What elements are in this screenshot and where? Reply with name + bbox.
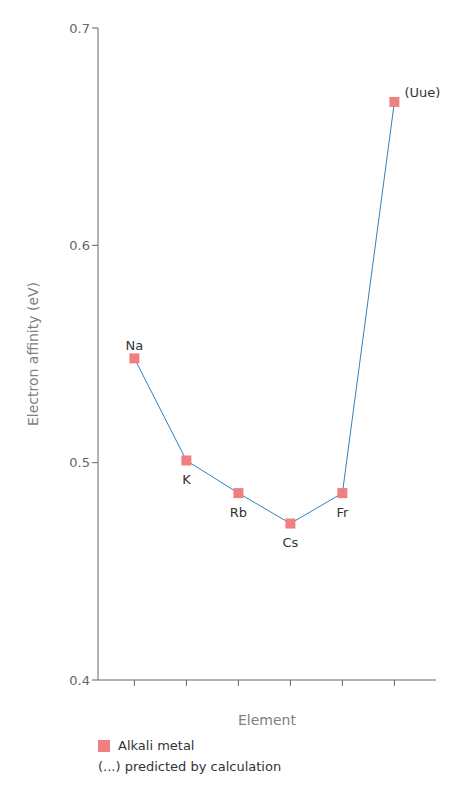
svg-text:0.5: 0.5 <box>69 455 90 470</box>
html-text:(...) predicted by calculation: (...) predicted by calculation <box>98 759 282 774</box>
svg-text:Element: Element <box>238 712 296 728</box>
svg-text:K: K <box>182 472 191 487</box>
svg-text:0.6: 0.6 <box>69 238 90 253</box>
svg-text:(Uue): (Uue) <box>404 85 440 100</box>
svg-text:Fr: Fr <box>336 505 349 520</box>
svg-text:Cs: Cs <box>282 535 298 550</box>
svg-text:Electron affinity (eV): Electron affinity (eV) <box>25 282 41 426</box>
svg-text:0.7: 0.7 <box>69 21 90 36</box>
svg-text:Rb: Rb <box>230 505 247 520</box>
svg-text:0.4: 0.4 <box>69 673 90 688</box>
html-text:Alkali metal: Alkali metal <box>118 738 195 753</box>
svg-text:Na: Na <box>126 338 144 353</box>
